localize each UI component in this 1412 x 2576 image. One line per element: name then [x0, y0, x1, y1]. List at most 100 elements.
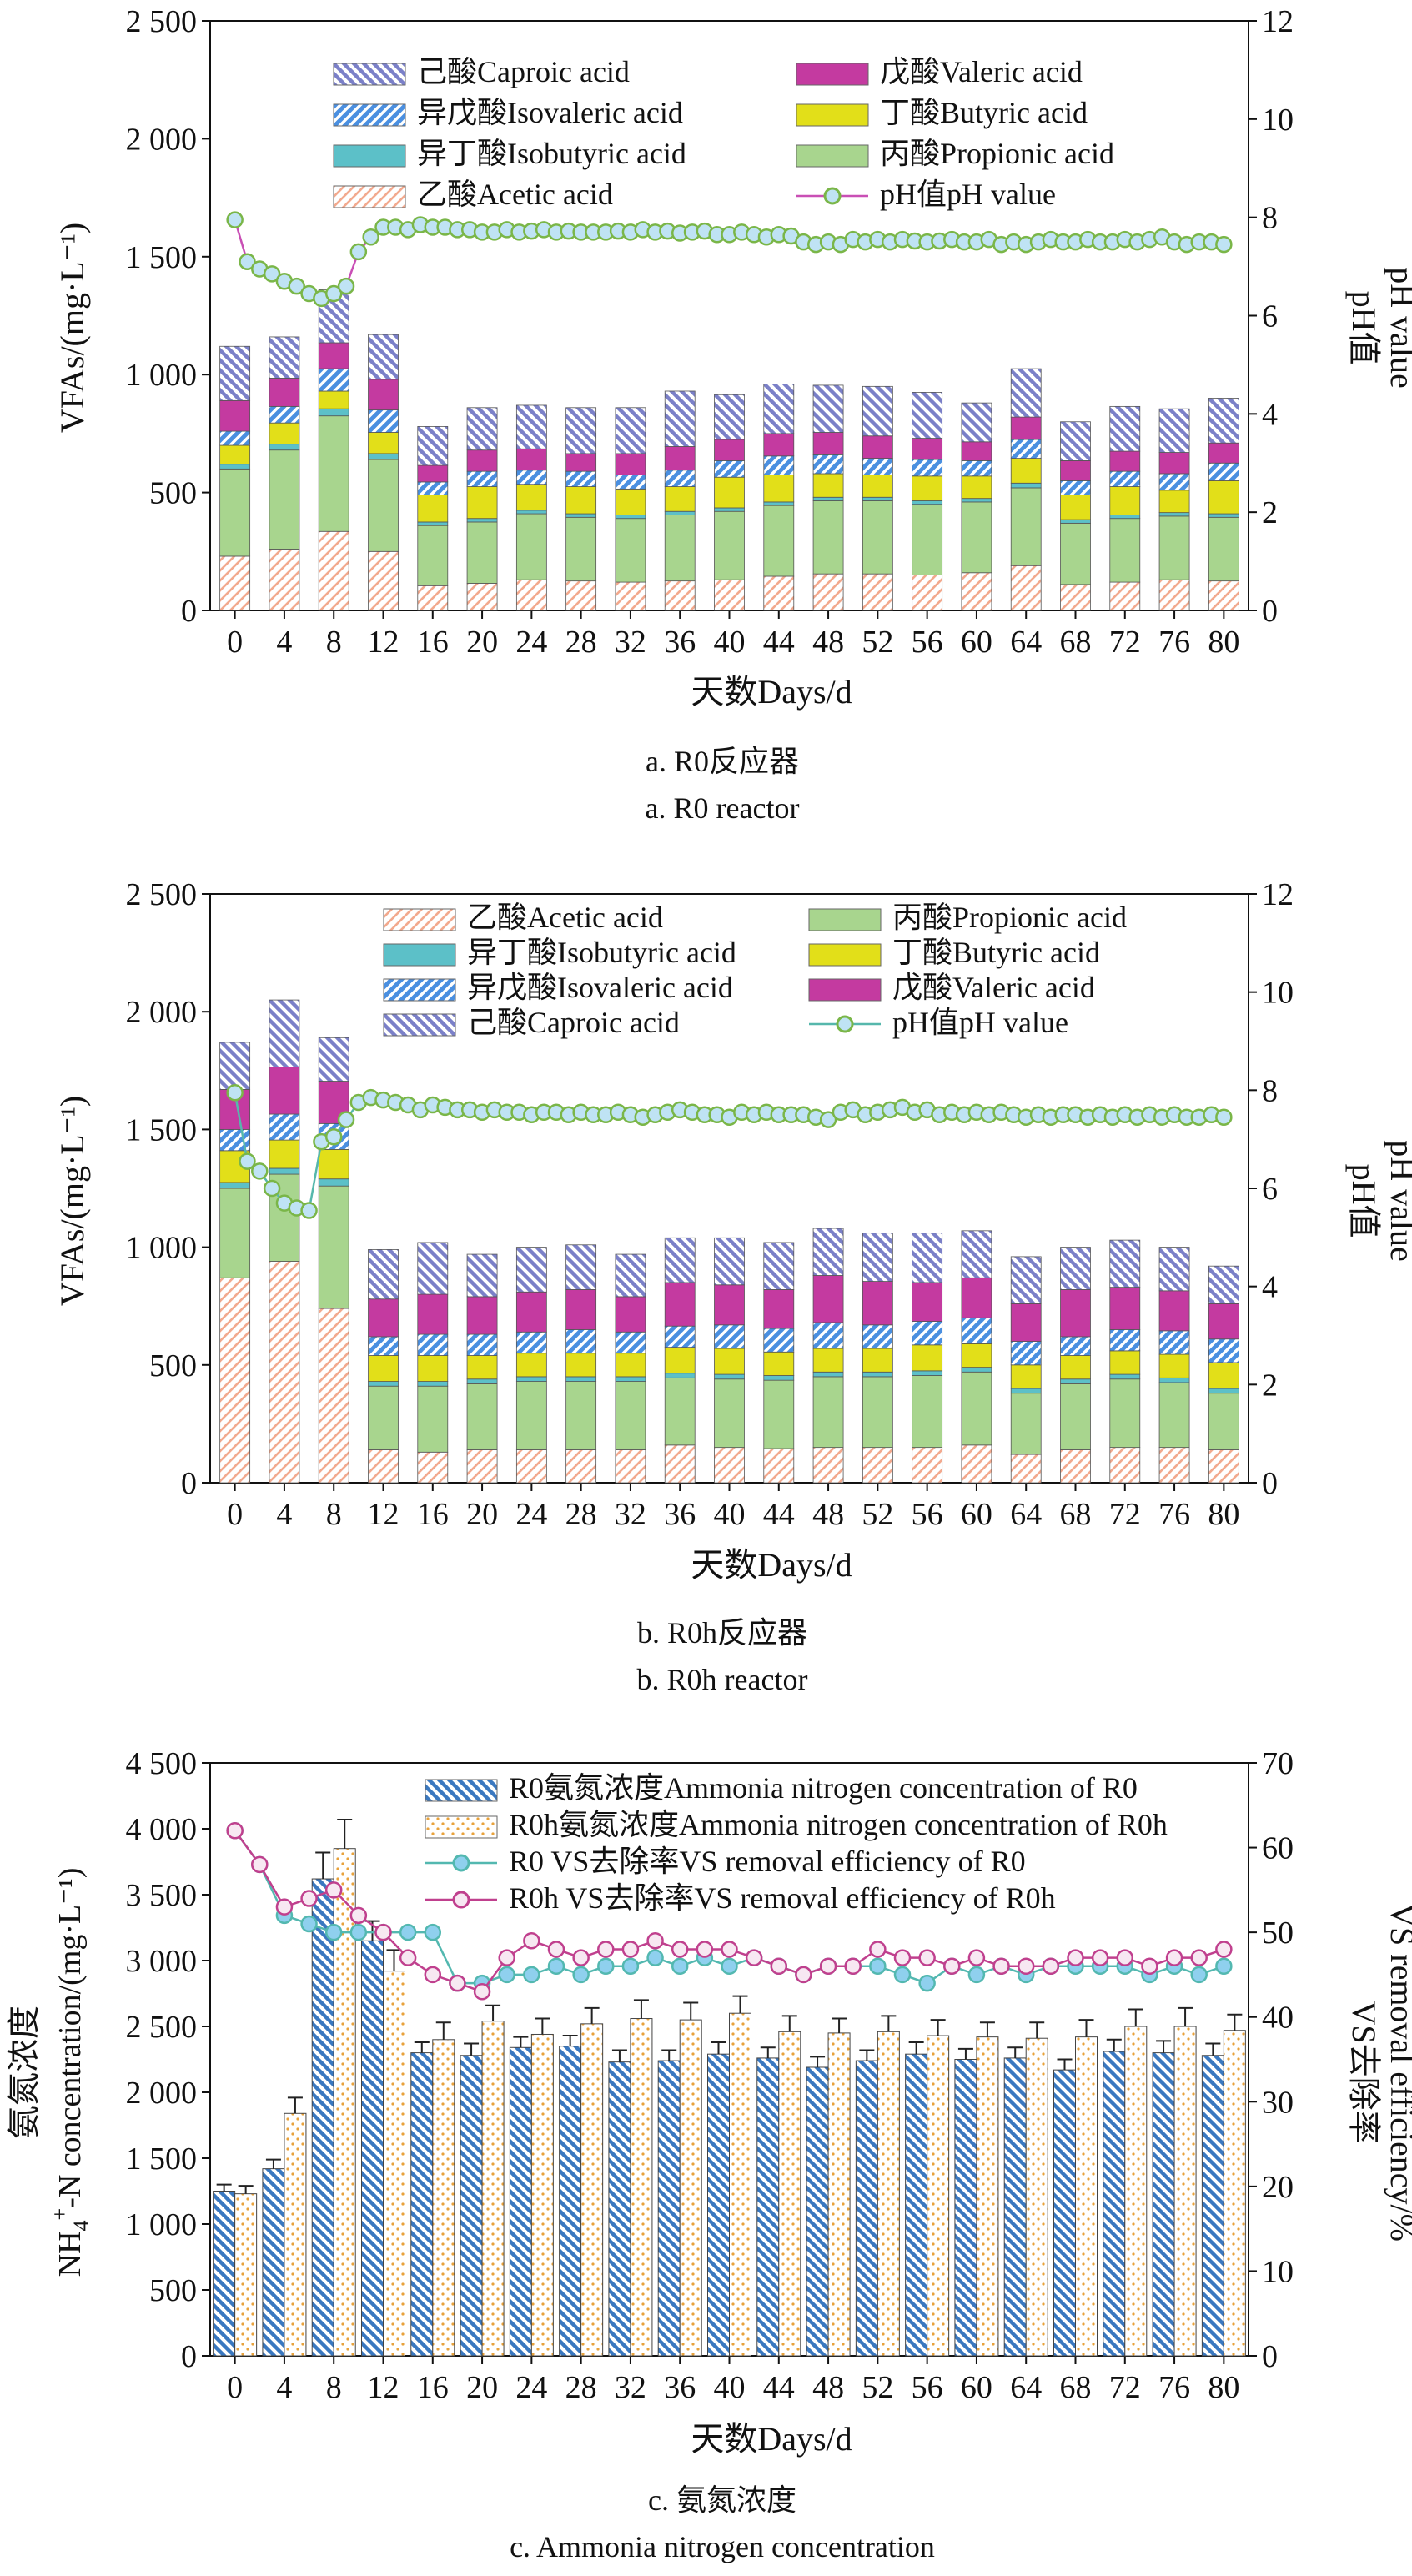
- panel-b-y2tick-label: 4: [1262, 1270, 1278, 1305]
- panel-b-bar-valeric: [368, 1298, 399, 1338]
- panel-c-legend-label-r0_bar: R0氨氮浓度Ammonia nitrogen concentration of …: [509, 1771, 1138, 1805]
- panel-a-bar-valeric: [1158, 452, 1190, 475]
- panel-b-bar-isovaleric: [664, 1325, 696, 1348]
- panel-a-bar-isovaleric: [318, 368, 349, 392]
- panel-c-point-r0h_vs: [992, 1957, 1010, 1976]
- panel-a-bar-acetic: [466, 583, 498, 611]
- panel-c-ytick-label: 500: [149, 2273, 197, 2308]
- panel-b-bar-isovaleric: [368, 1336, 399, 1356]
- panel-a-bar-propionic: [664, 515, 696, 582]
- panel-b-bar-valeric: [714, 1284, 745, 1326]
- panel-a-bar-propionic: [368, 459, 399, 552]
- panel-c-point-r0_vs: [424, 1923, 442, 1941]
- panel-a-bar-isovaleric: [466, 470, 498, 487]
- panel-c-point-r0_vs: [918, 1974, 936, 1992]
- panel-a-bar-isovaleric: [1109, 470, 1141, 487]
- panel-b-bar-isobutyric: [1010, 1388, 1042, 1394]
- panel-b-xtick-label: 60: [961, 1497, 992, 1532]
- panel-c-xtick-label: 56: [912, 2370, 943, 2405]
- panel-c-point-r0_vs: [1190, 1966, 1208, 1984]
- panel-c-bar-r0h_bar: [284, 2112, 307, 2357]
- panel-a-ph-point: [288, 277, 305, 295]
- panel-c-point-r0h_vs: [696, 1941, 714, 1958]
- panel-b-bar-caproic: [1208, 1265, 1239, 1304]
- panel-b-bar-isovaleric: [714, 1324, 745, 1349]
- panel-b-xtick-label: 12: [368, 1497, 399, 1532]
- panel-a-bar-isobutyric: [912, 500, 943, 505]
- panel-a-bar-valeric: [515, 448, 547, 471]
- panel-b-bar-butyric: [615, 1353, 646, 1378]
- panel-c-bar-r0_bar: [311, 1878, 334, 2357]
- panel-b-bar-butyric: [1109, 1350, 1141, 1375]
- panel-a-ytick-label: 1 500: [126, 240, 198, 275]
- panel-b-legend-swatch-propionic: [808, 908, 882, 931]
- panel-a-bar-valeric: [714, 439, 745, 461]
- panel-a-bar-isobutyric: [812, 496, 844, 501]
- panel-a-y2tick-label: 4: [1262, 397, 1278, 432]
- panel-b-ph-point: [251, 1162, 269, 1180]
- panel-a-xtick-label: 52: [862, 625, 893, 660]
- panel-c-bar-r0h_bar: [432, 2039, 455, 2357]
- panel-c-point-r0h_vs: [967, 1949, 986, 1966]
- panel-b-bar-isovaleric: [515, 1331, 547, 1354]
- panel-c-bar-r0h_bar: [383, 1971, 405, 2357]
- panel-a-xtick-label: 8: [326, 625, 342, 660]
- panel-c-xtick-label: 52: [862, 2370, 893, 2405]
- panel-b-ytick-label: 2 500: [126, 877, 198, 912]
- panel-a-xtick-label: 40: [714, 625, 746, 660]
- panel-a-bar-isovaleric: [714, 460, 745, 478]
- panel-b-xtick-label: 72: [1109, 1497, 1141, 1532]
- panel-c-bar-r0_bar: [1003, 2057, 1027, 2357]
- panel-c-point-r0h_vs: [226, 1822, 244, 1840]
- panel-a-bar-butyric: [763, 474, 795, 503]
- panel-c-legend-label-r0h_bar: R0h氨氮浓度Ammonia nitrogen concentration of…: [509, 1808, 1168, 1841]
- panel-a-bar-caproic: [664, 390, 696, 447]
- panel-a-ph-point: [337, 277, 355, 295]
- panel-b-bar-caproic: [763, 1242, 795, 1290]
- panel-b-xtick-label: 52: [862, 1497, 893, 1532]
- panel-c-xtick-label: 4: [276, 2370, 292, 2405]
- panel-b-bar-acetic: [1060, 1449, 1091, 1484]
- panel-b-bar-caproic: [961, 1230, 992, 1278]
- panel-c-ytick-label: 4 000: [126, 1812, 198, 1847]
- panel-b-bar-acetic: [417, 1451, 449, 1484]
- panel-a-bar-propionic: [466, 521, 498, 584]
- panel-c-xtick-label: 40: [714, 2370, 746, 2405]
- panel-b-bar-butyric: [862, 1348, 893, 1373]
- panel-b-bar-propionic: [862, 1376, 893, 1449]
- panel-a-y2tick-label: 10: [1262, 103, 1294, 138]
- panel-b-ylabel: VFAs/(mg·L⁻¹): [53, 1096, 91, 1306]
- panel-b-bar-isovaleric: [1060, 1336, 1091, 1356]
- panel-b-bar-isobutyric: [269, 1167, 300, 1175]
- panel-a-bar-isobutyric: [318, 408, 349, 417]
- panel-a-bar-isovaleric: [1208, 462, 1239, 481]
- panel-b-bar-isovaleric: [862, 1324, 893, 1349]
- panel-b-bar-caproic: [1109, 1239, 1141, 1288]
- panel-b-y2label-cn: pH值: [1345, 1164, 1383, 1238]
- panel-c-point-r0h_vs: [770, 1957, 788, 1976]
- panel-a-bar-acetic: [1060, 584, 1091, 611]
- panel-a-bar-caproic: [1158, 408, 1190, 453]
- panel-a-bar-butyric: [714, 476, 745, 509]
- panel-a-bar-butyric: [1060, 495, 1091, 520]
- panel-a-bar-valeric: [812, 432, 844, 455]
- panel-a-bar-butyric: [565, 486, 597, 515]
- panel-a-bar-valeric: [1109, 450, 1141, 472]
- panel-a-bar-propionic: [1060, 522, 1091, 585]
- panel-a-bar-butyric: [862, 474, 893, 498]
- panel-c-point-r0h_vs: [547, 1941, 565, 1958]
- panel-a-bar-isobutyric: [565, 513, 597, 518]
- panel-a-legend-swatch-acetic: [333, 185, 406, 208]
- panel-b-bar-acetic: [515, 1449, 547, 1484]
- panel-b-ph-point: [819, 1111, 837, 1128]
- panel-a-bar-valeric: [664, 446, 696, 471]
- panel-c-bar-r0_bar: [806, 2066, 829, 2357]
- panel-c-bar-r0_bar: [707, 2053, 730, 2357]
- panel-b-legend-label-acetic: 乙酸Acetic acid: [467, 901, 663, 934]
- panel-c-point-r0h_vs: [324, 1881, 343, 1899]
- panel-a-bar-isovaleric: [1158, 473, 1190, 491]
- panel-a-xtick-label: 12: [368, 625, 399, 660]
- panel-a-bar-butyric: [615, 488, 646, 515]
- panel-b-bar-isobutyric: [763, 1375, 795, 1381]
